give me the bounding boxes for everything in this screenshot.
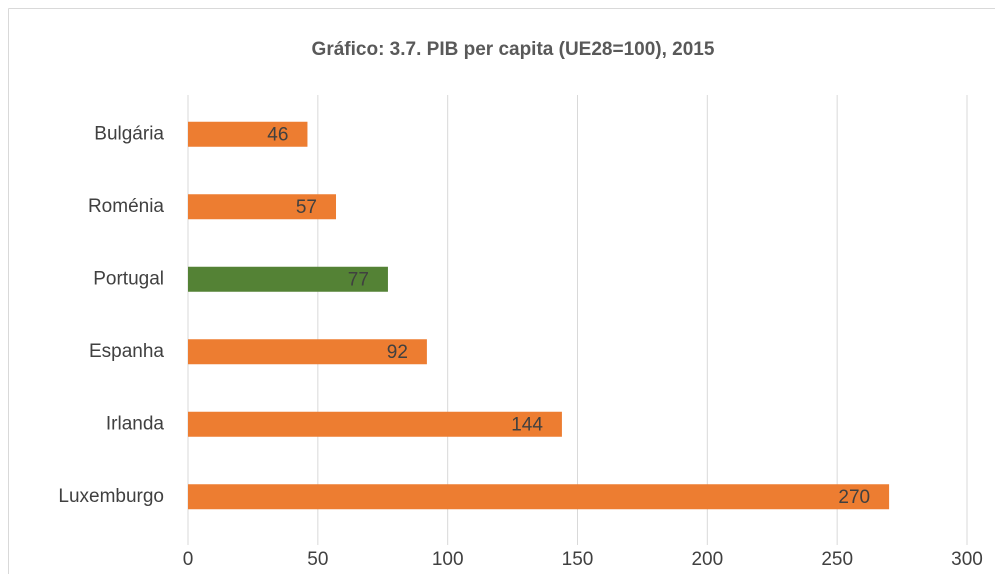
bar [188,194,337,220]
y-tick-label: Irlanda [106,413,165,434]
bar [188,484,890,510]
chart-title: Gráfico: 3.7. PIB per capita (UE28=100),… [312,39,715,60]
y-tick-label: Roménia [88,196,164,217]
bar [188,339,427,365]
y-tick-label: Espanha [89,341,164,362]
y-tick-label: Portugal [93,268,164,289]
bar [188,121,308,147]
x-tick-label: 0 [183,549,194,570]
x-tick-label: 50 [307,549,328,570]
bar [188,266,388,292]
x-tick-label: 150 [562,549,594,570]
y-tick-label: Bulgária [94,123,164,144]
data-label: 270 [838,487,870,508]
x-tick-label: 250 [821,549,853,570]
data-label: 92 [387,342,408,363]
bar [188,411,562,437]
x-tick-label: 200 [691,549,723,570]
x-tick-label: 300 [951,549,983,570]
y-tick-label: Luxemburgo [58,486,164,507]
x-tick-label: 100 [432,549,464,570]
data-label: 46 [267,124,288,145]
data-label: 57 [296,197,317,218]
data-label: 77 [348,269,369,290]
data-label: 144 [511,414,543,435]
